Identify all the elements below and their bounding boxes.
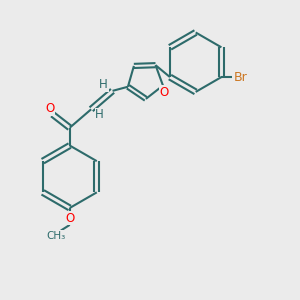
Text: O: O [45, 103, 54, 116]
Text: Br: Br [234, 70, 247, 84]
Text: H: H [99, 78, 108, 92]
Text: H: H [95, 108, 104, 121]
Text: O: O [65, 212, 74, 225]
Text: O: O [160, 85, 169, 99]
Text: CH₃: CH₃ [47, 231, 66, 241]
